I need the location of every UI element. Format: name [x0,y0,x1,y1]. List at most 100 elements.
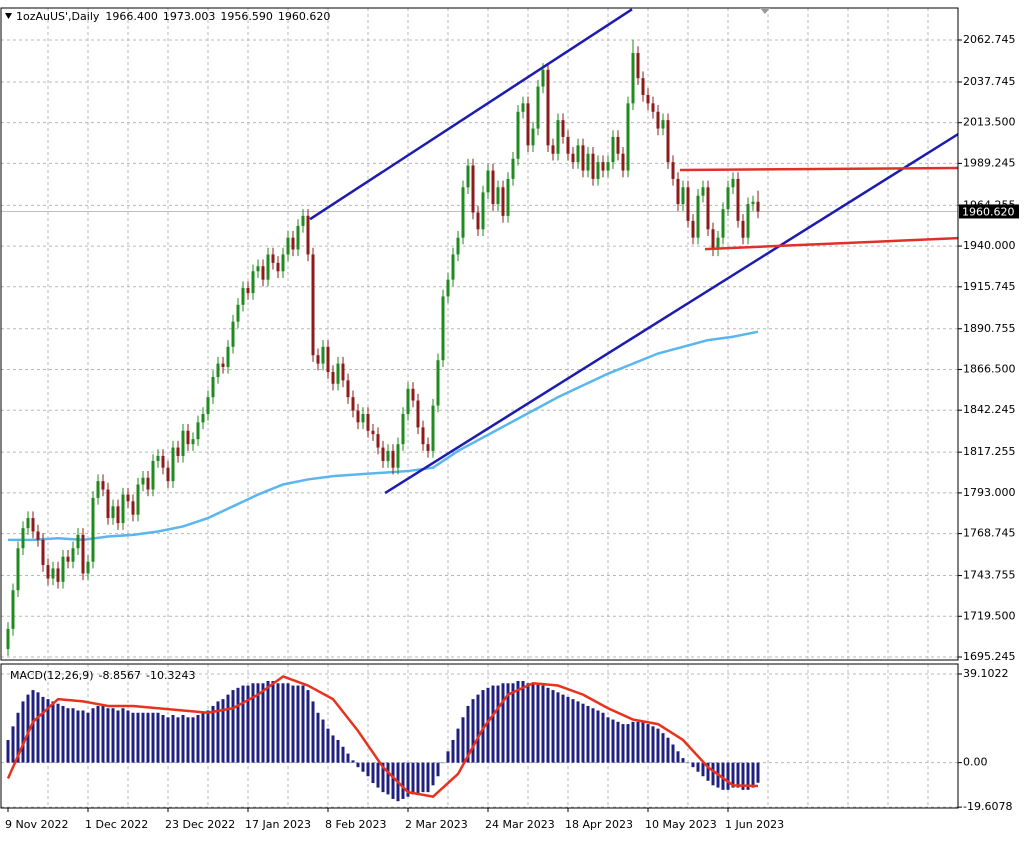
macd-bar [601,712,605,763]
candle-body [456,237,460,255]
macd-bar [486,687,490,763]
candle-body [326,346,330,372]
x-tick-label: 10 May 2023 [645,818,717,831]
candle-body [606,162,610,171]
candle-body [496,187,500,205]
trendline [704,236,958,251]
candle-body [536,86,540,129]
macd-bar [71,708,75,763]
macd-bar [501,683,505,763]
x-tick-label: 9 Nov 2022 [5,818,68,831]
macd-bar [96,705,100,763]
y-tick-label: 1915.745 [963,280,1016,293]
close-value: 1960.620 [278,10,331,23]
x-tick-label: 17 Jan 2023 [245,818,311,831]
x-tick-label: 18 Apr 2023 [565,818,633,831]
macd-bar [391,762,395,799]
macd-bar [416,762,420,795]
candle-body [66,556,70,562]
macd-bar [286,683,290,763]
macd-bar [456,728,460,763]
candle-body [551,145,555,154]
candle-body [476,212,480,230]
candle-body [701,187,705,196]
candle-body [666,120,670,163]
macd-bar [51,701,55,763]
y-tick-label: 1940.000 [963,239,1016,252]
macd-bar [701,762,705,777]
y-tick-label: 1890.755 [963,322,1016,335]
symbol: 1ozAuUS',Daily [16,10,100,23]
macd-bar [561,694,565,763]
candle-body [16,548,20,591]
candle-body [461,187,465,238]
macd-bar [326,728,330,763]
macd-bar [591,708,595,763]
macd-bar [61,705,65,763]
y-tick-label: 1842.245 [963,403,1016,416]
last-price-tag [959,204,1019,219]
macd-bar [301,685,305,763]
open-value: 1966.400 [105,10,158,23]
macd-bar [46,699,50,763]
candle-body [51,568,55,579]
macd-bar [81,710,85,763]
macd-bar [411,762,415,795]
macd-bar [261,683,265,763]
macd-title: MACD(12,26,9) [10,669,94,682]
macd-bar [611,719,615,763]
y-tick-label: 1793.000 [963,486,1016,499]
candle-body [271,254,275,263]
candle-body [721,209,725,238]
candle-body [641,78,645,95]
macd-bar [131,712,135,763]
macd-bar [726,762,730,790]
candle-body [171,447,175,482]
candle-body [356,410,360,423]
candle-body [81,534,85,574]
candle-body [46,565,50,579]
candle-body [661,120,665,129]
chart-header: 1ozAuUS',Daily 1966.400 1973.003 1956.590 19… [16,10,330,23]
macd-bar [16,712,20,763]
macd-bar [516,681,520,763]
candle-body [426,444,430,451]
macd-bar [606,717,610,763]
candle-body [211,377,215,398]
macd-bar [21,701,25,763]
candle-body [451,254,455,280]
candle-body [56,568,60,582]
macd-bar [481,690,485,763]
candle-body [261,266,265,280]
macd-bar [141,712,145,763]
candle-body [681,187,685,205]
y-tick-label: 0.00 [963,756,988,769]
macd-bar [376,762,380,788]
candle-body [756,201,760,212]
candle-body [651,103,655,112]
menu-arrow[interactable] [5,13,12,19]
candle-body [676,178,680,205]
macd-bar [581,703,585,763]
x-tick-label: 8 Feb 2023 [325,818,386,831]
candle-body [436,360,440,406]
macd-bar [201,712,205,763]
candle-body [446,279,450,297]
candle-body [116,506,120,524]
macd-bar [196,715,200,763]
candle-body [686,187,690,221]
macd-bar [731,762,735,788]
candle-body [161,455,165,468]
macd-frame [0,663,959,809]
candle-body [181,430,185,456]
macd-bar [181,715,185,763]
macd-bar [661,733,665,763]
macd-bar [711,762,715,786]
candle-body [366,413,370,431]
macd-bar [211,705,215,763]
candle-body [511,158,515,179]
trendline [384,132,958,495]
macd-bar [681,758,685,763]
macd-header: MACD(12,26,9) -8.8567 -10.3243 [10,669,195,682]
candle-body [251,271,255,294]
